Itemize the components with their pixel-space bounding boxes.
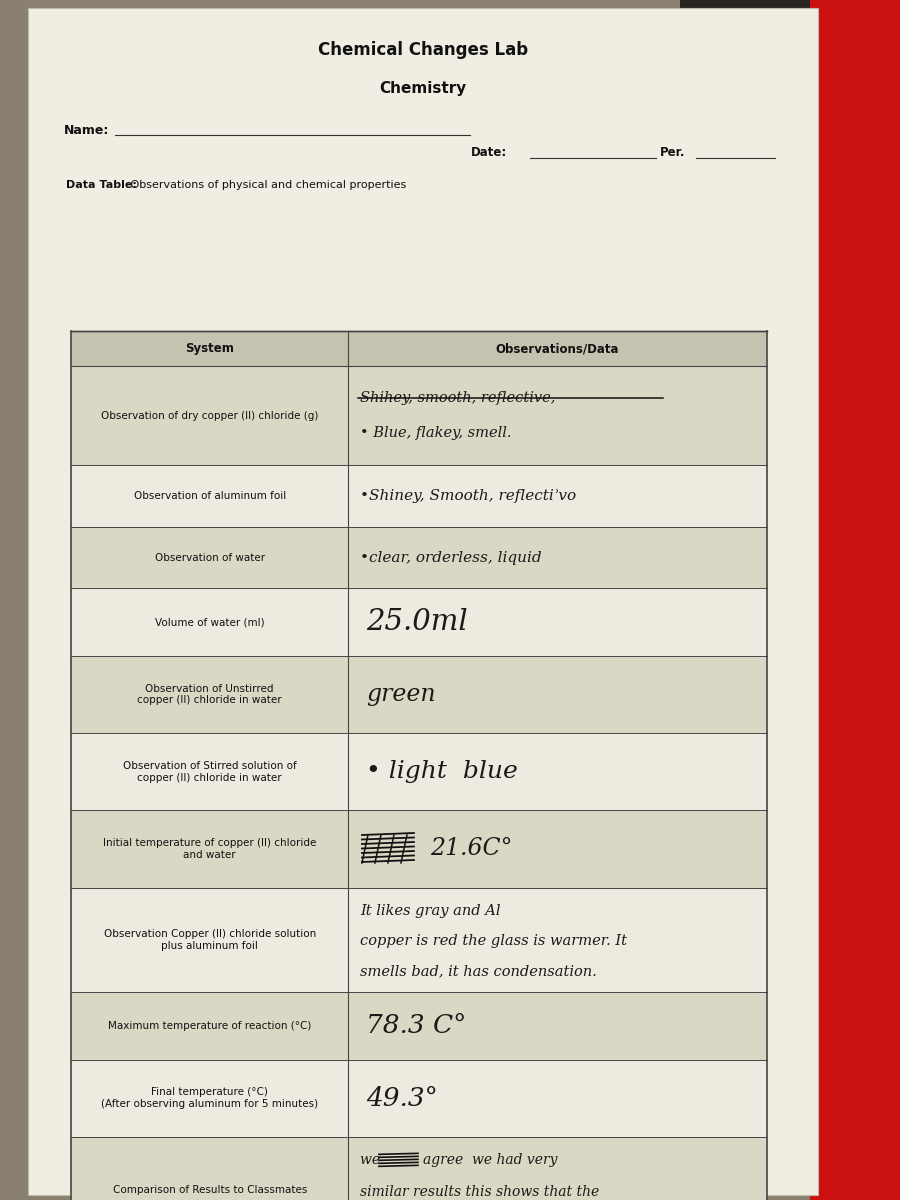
Text: Observations of physical and chemical properties: Observations of physical and chemical pr… (127, 180, 406, 190)
Bar (71, 1060, 767, 1136)
Text: 78.3 C°: 78.3 C° (366, 1013, 466, 1038)
Text: 21.6C°: 21.6C° (430, 838, 512, 860)
Text: Data Table:: Data Table: (66, 180, 137, 190)
Text: Comparison of Results to Classmates: Comparison of Results to Classmates (112, 1186, 307, 1195)
Text: Chemical Changes Lab: Chemical Changes Lab (318, 41, 528, 59)
Text: • Blue, flakey, smell.: • Blue, flakey, smell. (360, 426, 511, 440)
Bar (71, 1136, 767, 1200)
Text: •Shiney, Smooth, reflectiʾvo: •Shiney, Smooth, reflectiʾvo (360, 488, 576, 503)
Bar (71, 733, 767, 810)
Text: 49.3°: 49.3° (366, 1086, 437, 1111)
Text: copper is red the glass is warmer. It: copper is red the glass is warmer. It (360, 934, 627, 948)
Text: Shihey, smooth, reflective,: Shihey, smooth, reflective, (360, 391, 555, 406)
Text: Final temperature (°C)
(After observing aluminum for 5 minutes): Final temperature (°C) (After observing … (101, 1087, 319, 1109)
Text: Name:: Name: (64, 124, 109, 137)
Text: • light  blue: • light blue (366, 761, 518, 784)
Bar (680, 0, 900, 120)
Bar (71, 656, 767, 733)
Bar (71, 588, 767, 656)
Bar (71, 888, 767, 992)
Text: System: System (185, 342, 234, 355)
Text: Observation of dry copper (II) chloride (g): Observation of dry copper (II) chloride … (101, 410, 319, 421)
Text: Per.: Per. (660, 146, 686, 160)
Text: agree  we had very: agree we had very (423, 1153, 557, 1168)
Text: 25.0ml: 25.0ml (366, 608, 468, 636)
Bar (71, 810, 767, 888)
Text: Chemistry: Chemistry (380, 82, 466, 96)
Text: Observation of Stirred solution of
copper (II) chloride in water: Observation of Stirred solution of coppe… (122, 761, 297, 782)
Bar (810, 0, 900, 1200)
Text: green: green (366, 683, 436, 706)
Text: Volume of water (ml): Volume of water (ml) (155, 617, 265, 628)
Bar (71, 992, 767, 1060)
FancyBboxPatch shape (28, 8, 818, 1195)
Text: •clear, orderless, liquid: •clear, orderless, liquid (360, 551, 542, 564)
Text: Observations/Data: Observations/Data (496, 342, 619, 355)
Text: Observation of Unstirred
copper (II) chloride in water: Observation of Unstirred copper (II) chl… (138, 684, 282, 706)
Text: Initial temperature of copper (II) chloride
and water: Initial temperature of copper (II) chlor… (103, 838, 317, 859)
Text: Observation of aluminum foil: Observation of aluminum foil (133, 491, 286, 500)
Bar (71, 366, 767, 464)
Text: Observation Copper (II) chloride solution
plus aluminum foil: Observation Copper (II) chloride solutio… (104, 929, 316, 950)
Bar (71, 464, 767, 527)
Bar (71, 527, 767, 588)
Text: similar results this shows that the: similar results this shows that the (360, 1186, 599, 1199)
Text: Observation of water: Observation of water (155, 552, 265, 563)
Text: we: we (360, 1153, 384, 1168)
Bar (71, 331, 767, 366)
Text: smells bad, it has condensation.: smells bad, it has condensation. (360, 964, 597, 978)
Text: It likes gray and Al: It likes gray and Al (360, 904, 500, 918)
Text: Date:: Date: (471, 146, 507, 160)
Text: Maximum temperature of reaction (°C): Maximum temperature of reaction (°C) (108, 1021, 311, 1031)
